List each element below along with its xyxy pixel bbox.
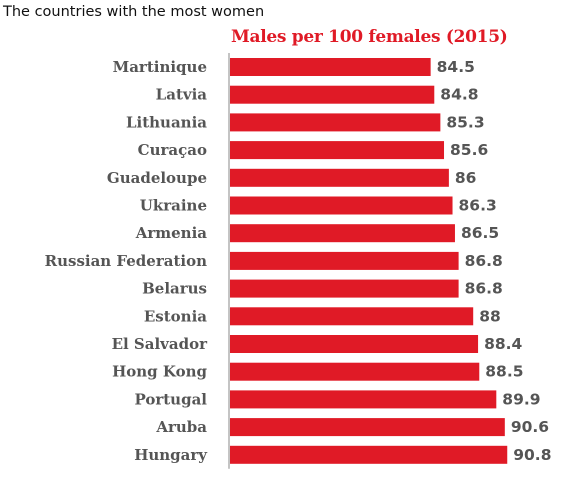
value-label: 85.6: [450, 141, 488, 159]
category-label: Belarus: [142, 280, 207, 298]
value-label: 88: [479, 307, 501, 325]
category-label: Russian Federation: [45, 252, 207, 270]
bar: [230, 251, 459, 270]
category-label: Curaçao: [138, 141, 207, 159]
bar: [230, 335, 479, 353]
value-label: 90.6: [511, 418, 549, 436]
value-label: 86.5: [461, 224, 499, 242]
category-label: Estonia: [144, 307, 207, 325]
category-label: Portugal: [134, 390, 207, 408]
bar: [230, 362, 480, 381]
category-label: Guadeloupe: [107, 169, 207, 187]
bar: [230, 418, 505, 437]
bar: [230, 445, 508, 464]
bar: [230, 85, 435, 104]
value-label: 86.8: [465, 280, 503, 298]
category-label: El Salvador: [112, 335, 209, 353]
value-label: 85.3: [446, 113, 484, 131]
bar: [230, 58, 431, 76]
category-label: Lithuania: [126, 113, 207, 131]
value-label: 84.5: [437, 58, 475, 76]
value-label: 84.8: [440, 86, 478, 104]
value-label: 86.3: [459, 197, 497, 215]
category-label: Armenia: [135, 224, 208, 242]
value-label: 86.8: [465, 252, 503, 270]
chart-subtitle: Males per 100 females (2015): [231, 27, 508, 47]
category-label: Hong Kong: [112, 363, 207, 381]
bar: [230, 141, 445, 160]
bar: [230, 224, 455, 243]
bar: [230, 196, 453, 215]
value-label: 86: [455, 169, 477, 187]
category-label: Ukraine: [140, 197, 207, 215]
bar: [230, 113, 441, 132]
bar: [230, 279, 459, 298]
category-label: Aruba: [155, 418, 207, 436]
category-label: Latvia: [156, 86, 208, 104]
category-label: Martinique: [113, 58, 207, 76]
value-label: 88.5: [485, 363, 523, 381]
bar: [230, 307, 474, 326]
value-label: 89.9: [502, 390, 540, 408]
bar: [230, 390, 497, 409]
value-label: 88.4: [484, 335, 522, 353]
bar: [230, 168, 449, 187]
value-label: 90.8: [513, 446, 551, 464]
category-label: Hungary: [134, 446, 208, 464]
chart-title: The countries with the most women: [3, 4, 265, 20]
